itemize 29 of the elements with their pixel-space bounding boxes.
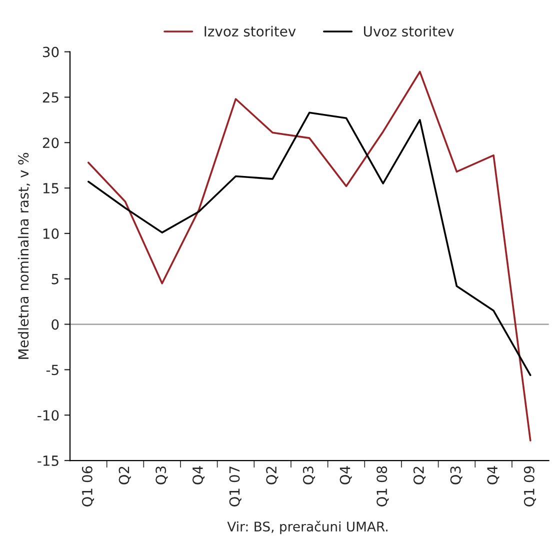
y-tick-label: 5 bbox=[52, 274, 58, 284]
x-tick-label: Q1 06 bbox=[82, 466, 94, 506]
x-tick-label: Q2 bbox=[118, 466, 131, 484]
x-tick-label: Q4 bbox=[487, 466, 500, 484]
y-tick-label: 15 bbox=[43, 183, 58, 194]
x-tick-label: Q2 bbox=[413, 466, 426, 484]
y-tick-label: 10 bbox=[43, 228, 59, 239]
x-tick-label: Q1 07 bbox=[229, 466, 242, 506]
y-tick-label: 30 bbox=[42, 46, 59, 58]
legend-label: Izvoz storitev bbox=[204, 26, 296, 37]
y-tick-label: 25 bbox=[42, 92, 58, 103]
legend-label: Uvoz storitev bbox=[364, 26, 454, 37]
x-tick-label: Q2 bbox=[266, 466, 278, 484]
x-tick-label: Q4 bbox=[192, 466, 205, 484]
text: Vir: BS, preračuni UMAR. bbox=[227, 520, 388, 534]
y-tick-label: -10 bbox=[38, 410, 59, 421]
x-tick-label: Q3 bbox=[302, 466, 316, 484]
y-tick-label: 0 bbox=[52, 319, 59, 330]
y-tick-label: 20 bbox=[42, 138, 59, 148]
x-tick-label: Q1 09 bbox=[524, 466, 536, 506]
x-tick-label: Q3 bbox=[156, 466, 168, 484]
x-tick-label: Q4 bbox=[340, 466, 352, 484]
line-series bbox=[88, 70, 532, 442]
y-axis-title: Medletna nominalna rast, v % bbox=[18, 152, 30, 359]
line-series bbox=[88, 112, 532, 376]
x-tick-label: Q1 08 bbox=[376, 466, 389, 506]
y-tick-label: -15 bbox=[38, 456, 58, 466]
y-tick-label: -5 bbox=[46, 364, 58, 376]
x-tick-label: Q3 bbox=[450, 466, 462, 484]
